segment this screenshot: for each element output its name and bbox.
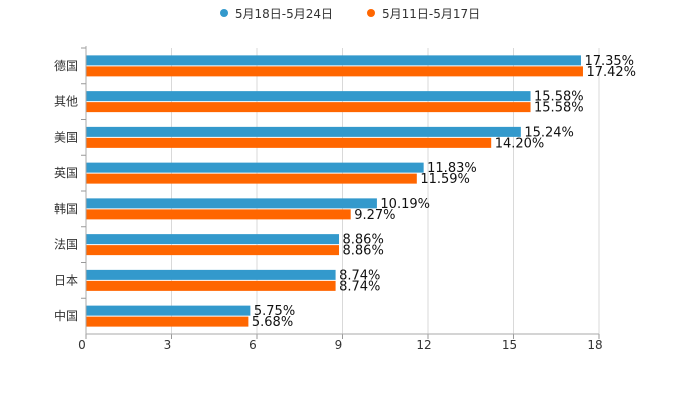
value-label-s1-1: 15.58%: [534, 90, 584, 105]
x-tick-label-12: 12: [416, 338, 431, 352]
value-label-s2-3: 11.59%: [420, 172, 470, 187]
bar-s1-5: [86, 234, 340, 245]
bar-s1-4: [86, 198, 377, 209]
legend-marker-series-2: [367, 9, 375, 17]
category-label-4: 韩国: [54, 201, 78, 216]
value-label-s2-5: 8.86%: [343, 244, 384, 259]
bar-s2-4: [86, 209, 351, 220]
category-label-3: 英国: [54, 166, 78, 180]
bar-s1-0: [86, 55, 581, 66]
x-tick-label-18: 18: [587, 338, 602, 352]
value-label-s1-4: 10.19%: [380, 197, 430, 212]
value-label-s1-5: 8.86%: [343, 233, 384, 248]
legend-label-series-1: 5月18日-5月24日: [234, 6, 333, 21]
legend-marker-series-1: [219, 9, 228, 17]
value-label-s2-1: 15.58%: [534, 101, 584, 116]
x-tick-label-15: 15: [502, 338, 517, 352]
value-label-s1-6: 8.74%: [339, 268, 380, 283]
value-label-s2-0: 17.42%: [586, 65, 636, 80]
category-label-5: 法国: [54, 238, 78, 252]
category-label-1: 其他: [54, 95, 78, 109]
value-label-s2-4: 9.27%: [354, 208, 395, 223]
value-label-s1-0: 17.35%: [584, 54, 634, 69]
bar-s2-1: [86, 102, 531, 113]
x-tick-label-0: 0: [78, 338, 86, 352]
value-label-s1-3: 11.83%: [427, 161, 477, 176]
bar-s2-0: [86, 66, 583, 77]
legend-label-series-2: 5月11日-5月17日: [382, 6, 481, 21]
bar-s1-3: [86, 162, 424, 173]
category-label-0: 德国: [54, 58, 78, 73]
bar-s2-7: [86, 316, 249, 327]
bar-s1-2: [86, 126, 521, 137]
bar-s1-7: [86, 305, 251, 316]
x-tick-label-3: 3: [164, 338, 172, 352]
value-label-s1-7: 5.75%: [254, 304, 295, 319]
x-tick-label-9: 9: [335, 338, 343, 352]
bar-s2-3: [86, 173, 417, 184]
category-label-6: 日本: [54, 273, 78, 287]
bar-s2-6: [86, 280, 336, 291]
legend-item-series-2[interactable]: 5月11日-5月17日: [367, 4, 480, 22]
x-tick-label-6: 6: [249, 338, 257, 352]
bar-s2-5: [86, 245, 340, 256]
category-label-7: 中国: [54, 308, 78, 323]
legend: 5月18日-5月24日 5月11日-5月17日: [0, 4, 700, 22]
value-label-s2-2: 14.20%: [495, 136, 545, 151]
value-label-s2-7: 5.68%: [252, 315, 293, 330]
value-label-s2-6: 8.74%: [339, 279, 380, 294]
bar-s1-1: [86, 91, 531, 102]
bar-s1-6: [86, 269, 336, 280]
value-label-s1-2: 15.24%: [524, 125, 574, 140]
legend-item-series-1[interactable]: 5月18日-5月24日: [219, 4, 333, 22]
bar-s2-2: [86, 137, 492, 148]
category-label-2: 美国: [54, 130, 78, 144]
